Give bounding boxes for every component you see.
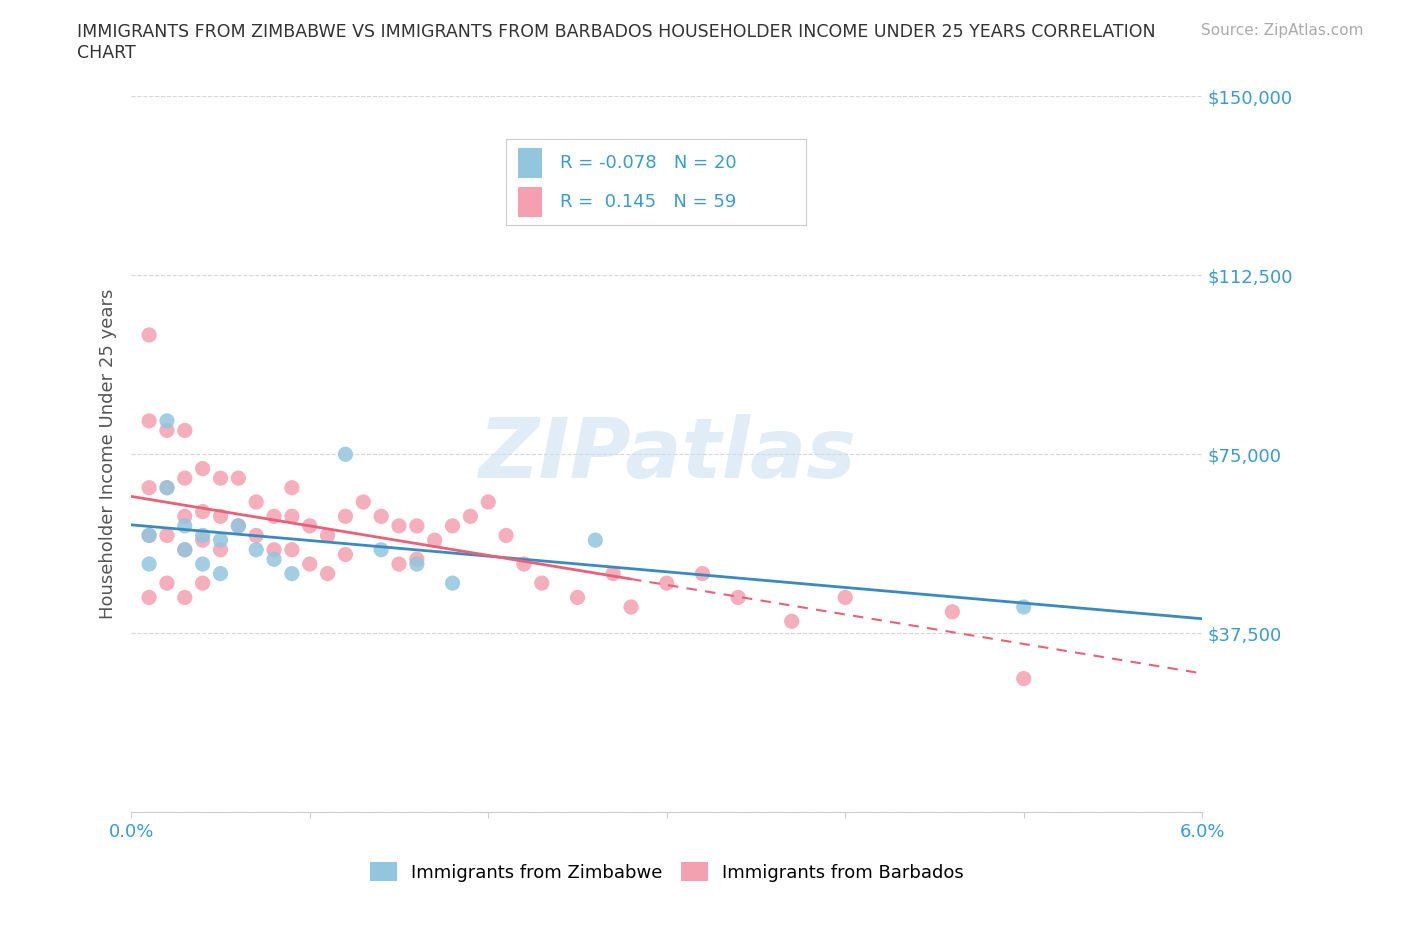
Point bbox=[727, 590, 749, 604]
Point bbox=[441, 576, 464, 591]
Point bbox=[316, 566, 339, 581]
Point bbox=[602, 566, 624, 581]
Point bbox=[191, 557, 214, 572]
Point bbox=[245, 542, 267, 557]
Point bbox=[620, 600, 643, 615]
Point bbox=[173, 471, 195, 485]
Point bbox=[370, 542, 392, 557]
Point bbox=[423, 533, 446, 548]
Point bbox=[156, 423, 179, 438]
Point bbox=[209, 542, 232, 557]
Point bbox=[245, 495, 267, 510]
Point bbox=[316, 528, 339, 543]
Point bbox=[530, 576, 553, 591]
Text: Source: ZipAtlas.com: Source: ZipAtlas.com bbox=[1201, 23, 1364, 38]
Point bbox=[405, 557, 427, 572]
Point bbox=[173, 518, 195, 533]
Point bbox=[405, 518, 427, 533]
Point bbox=[335, 446, 357, 461]
Point bbox=[281, 566, 304, 581]
Point bbox=[941, 604, 963, 619]
Point bbox=[138, 590, 160, 604]
Point bbox=[513, 557, 536, 572]
Point bbox=[173, 509, 195, 524]
Y-axis label: Householder Income Under 25 years: Householder Income Under 25 years bbox=[100, 289, 117, 619]
Point bbox=[228, 518, 250, 533]
Point bbox=[370, 509, 392, 524]
Point bbox=[298, 557, 321, 572]
Point bbox=[460, 509, 482, 524]
Point bbox=[228, 471, 250, 485]
Point bbox=[191, 533, 214, 548]
Point bbox=[156, 480, 179, 495]
Point bbox=[173, 542, 195, 557]
Point bbox=[441, 518, 464, 533]
Point bbox=[156, 480, 179, 495]
Point bbox=[834, 590, 856, 604]
Point bbox=[191, 528, 214, 543]
Point bbox=[173, 423, 195, 438]
Point bbox=[1012, 600, 1035, 615]
Legend: Immigrants from Zimbabwe, Immigrants from Barbados: Immigrants from Zimbabwe, Immigrants fro… bbox=[363, 856, 972, 889]
Point bbox=[173, 590, 195, 604]
Point bbox=[209, 509, 232, 524]
Point bbox=[1012, 671, 1035, 686]
Point bbox=[156, 576, 179, 591]
Point bbox=[191, 504, 214, 519]
Point bbox=[405, 551, 427, 566]
Text: CHART: CHART bbox=[77, 44, 136, 61]
Point bbox=[209, 533, 232, 548]
Text: ZIPatlas: ZIPatlas bbox=[478, 414, 856, 495]
Point bbox=[138, 480, 160, 495]
Point bbox=[191, 576, 214, 591]
Point bbox=[335, 547, 357, 562]
Point bbox=[780, 614, 803, 629]
Point bbox=[209, 566, 232, 581]
Point bbox=[281, 480, 304, 495]
Point bbox=[692, 566, 714, 581]
Point bbox=[263, 551, 285, 566]
Point bbox=[352, 495, 374, 510]
Point bbox=[138, 528, 160, 543]
Point bbox=[298, 518, 321, 533]
Point bbox=[495, 528, 517, 543]
Point bbox=[138, 557, 160, 572]
Text: IMMIGRANTS FROM ZIMBABWE VS IMMIGRANTS FROM BARBADOS HOUSEHOLDER INCOME UNDER 25: IMMIGRANTS FROM ZIMBABWE VS IMMIGRANTS F… bbox=[77, 23, 1156, 41]
Point bbox=[156, 414, 179, 429]
Point bbox=[335, 509, 357, 524]
Point bbox=[583, 533, 606, 548]
Point bbox=[281, 509, 304, 524]
Point bbox=[263, 542, 285, 557]
Point bbox=[228, 518, 250, 533]
Point bbox=[173, 542, 195, 557]
Point bbox=[138, 327, 160, 342]
Point bbox=[263, 509, 285, 524]
Point bbox=[655, 576, 678, 591]
Point bbox=[209, 471, 232, 485]
Point bbox=[567, 590, 589, 604]
Point bbox=[138, 414, 160, 429]
Point bbox=[477, 495, 499, 510]
Point bbox=[388, 557, 411, 572]
Point bbox=[156, 528, 179, 543]
Point bbox=[281, 542, 304, 557]
Point bbox=[138, 528, 160, 543]
Point bbox=[245, 528, 267, 543]
Point bbox=[388, 518, 411, 533]
Point bbox=[191, 461, 214, 476]
